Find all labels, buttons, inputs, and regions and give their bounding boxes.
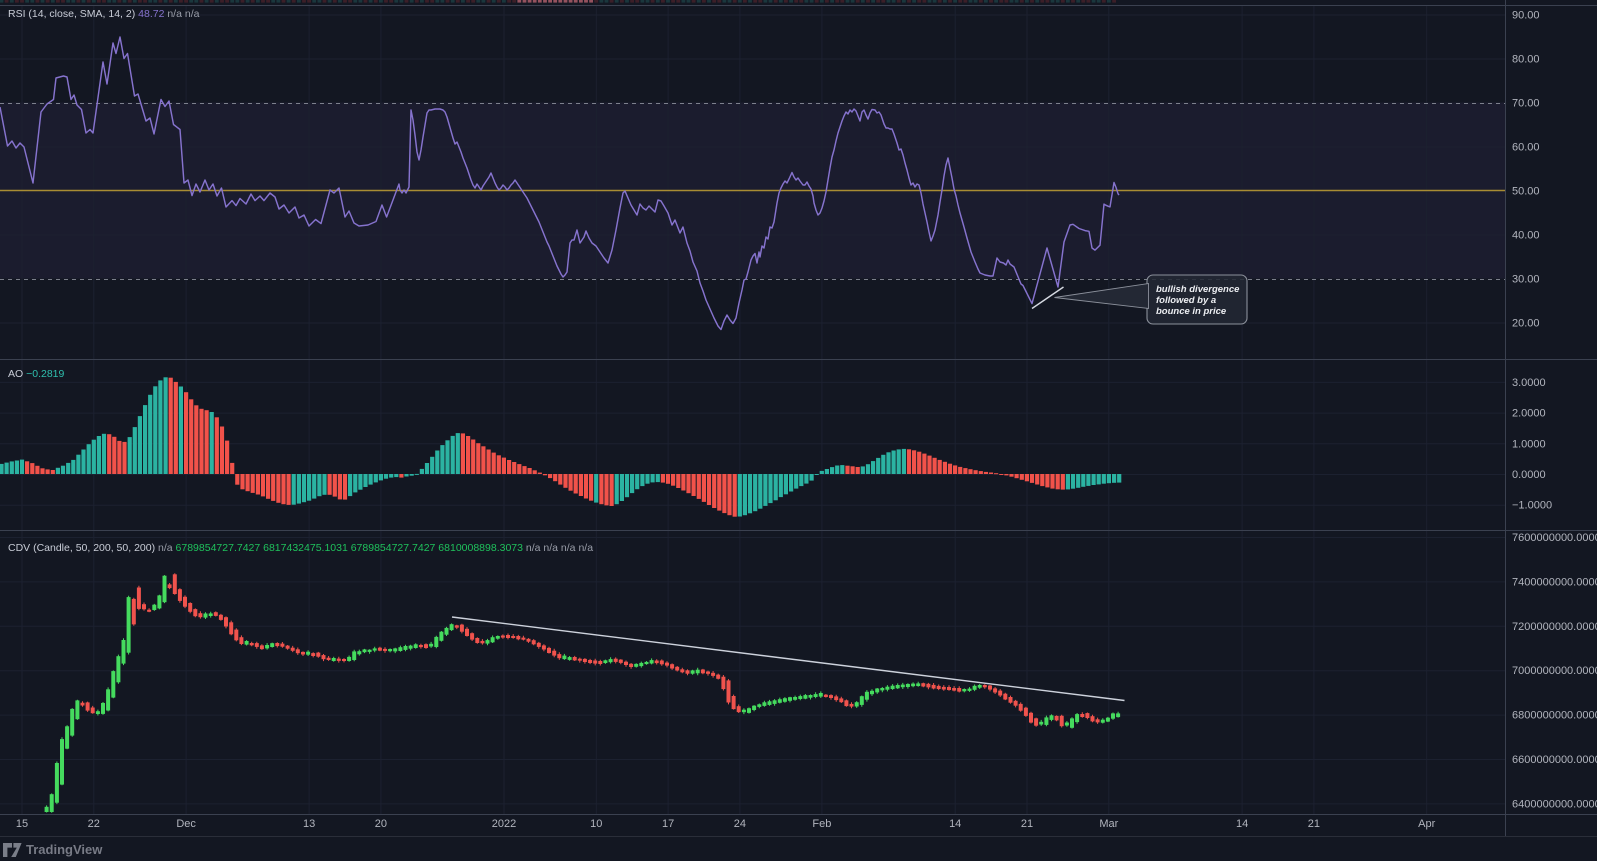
svg-text:0.0000: 0.0000 [1512,469,1546,481]
svg-text:2022: 2022 [492,818,516,830]
svg-text:24: 24 [734,818,746,830]
svg-text:6800000000.0000: 6800000000.0000 [1512,710,1597,722]
svg-text:Mar: Mar [1099,818,1118,830]
svg-text:10: 10 [590,818,602,830]
svg-text:40.00: 40.00 [1512,230,1540,242]
svg-text:21: 21 [1021,818,1033,830]
svg-text:7400000000.0000: 7400000000.0000 [1512,576,1597,588]
svg-text:CDV (Candle, 50, 200, 50, 200): CDV (Candle, 50, 200, 50, 200) n/a 67898… [8,542,593,554]
svg-text:7600000000.0000: 7600000000.0000 [1512,532,1597,544]
svg-text:17: 17 [662,818,674,830]
svg-text:22: 22 [88,818,100,830]
svg-text:15: 15 [16,818,28,830]
svg-text:bounce in price: bounce in price [1156,306,1227,317]
svg-text:7000000000.0000: 7000000000.0000 [1512,665,1597,677]
svg-text:TradingView: TradingView [26,842,103,857]
svg-text:−1.0000: −1.0000 [1512,500,1552,512]
svg-text:60.00: 60.00 [1512,142,1540,154]
svg-text:70.00: 70.00 [1512,98,1540,110]
svg-text:20.00: 20.00 [1512,318,1540,330]
svg-text:14: 14 [1236,818,1248,830]
svg-text:50.00: 50.00 [1512,186,1540,198]
svg-text:bullish divergence: bullish divergence [1156,284,1240,295]
svg-text:14: 14 [949,818,961,830]
svg-text:13: 13 [303,818,315,830]
svg-text:followed by a: followed by a [1156,295,1216,306]
svg-text:2.0000: 2.0000 [1512,408,1546,420]
svg-text:90.00: 90.00 [1512,10,1540,22]
svg-text:1.0000: 1.0000 [1512,438,1546,450]
svg-text:6600000000.0000: 6600000000.0000 [1512,754,1597,766]
svg-text:Dec: Dec [176,818,196,830]
svg-text:Apr: Apr [1418,818,1435,830]
svg-text:6400000000.0000: 6400000000.0000 [1512,798,1597,810]
svg-text:Feb: Feb [812,818,831,830]
svg-text:20: 20 [375,818,387,830]
svg-text:21: 21 [1308,818,1320,830]
svg-text:AO −0.2819: AO −0.2819 [8,368,65,380]
svg-text:30.00: 30.00 [1512,274,1540,286]
svg-text:RSI (14, close, SMA, 14, 2) 48: RSI (14, close, SMA, 14, 2) 48.72 n/a n/… [8,8,200,20]
svg-text:7200000000.0000: 7200000000.0000 [1512,621,1597,633]
svg-text:3.0000: 3.0000 [1512,377,1546,389]
svg-text:80.00: 80.00 [1512,54,1540,66]
